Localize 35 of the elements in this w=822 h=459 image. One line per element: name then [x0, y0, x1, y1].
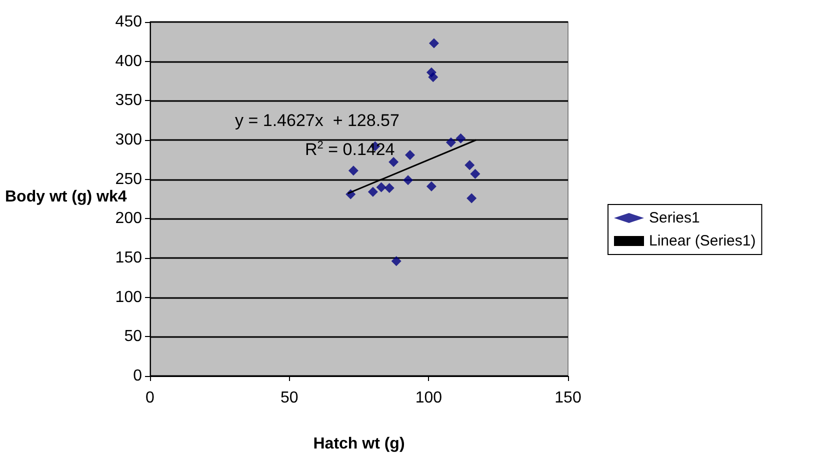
- y-tick-label: 250: [115, 170, 142, 188]
- point: [466, 193, 477, 204]
- legend-label: Linear (Series1): [649, 232, 756, 250]
- x-tick-label: 0: [146, 390, 155, 406]
- y-axis-title: Body wt (g) wk4: [5, 188, 127, 206]
- y-tick-label: 400: [115, 52, 142, 70]
- point: [470, 168, 480, 179]
- point: [384, 182, 394, 193]
- point: [464, 160, 475, 170]
- point: [368, 186, 378, 197]
- y-tick-label: 300: [115, 132, 142, 148]
- x-axis-title: Hatch wt (g): [313, 436, 405, 452]
- point: [426, 181, 436, 192]
- y-tick-label: 450: [115, 14, 142, 30]
- y-tick-label: 50: [124, 328, 142, 346]
- y-tick-label: 350: [115, 92, 142, 110]
- point: [446, 137, 456, 148]
- y-tick-label: 200: [115, 210, 142, 228]
- point: [348, 166, 358, 176]
- x-tick-label: 150: [554, 390, 582, 406]
- y-tick-label: 0: [133, 368, 142, 384]
- x-tick-label: 100: [415, 390, 442, 406]
- point: [428, 38, 439, 48]
- legend-label: Series1: [649, 210, 700, 226]
- x-tick-label: 50: [280, 390, 298, 406]
- point: [428, 72, 438, 82]
- annotation: y = 1.4627x + 128.57: [235, 111, 400, 130]
- point: [391, 256, 402, 266]
- point: [404, 150, 415, 160]
- point: [388, 157, 399, 168]
- point: [456, 133, 466, 144]
- point: [403, 175, 414, 186]
- y-tick-label: 150: [115, 250, 142, 266]
- y-tick-label: 100: [115, 288, 142, 306]
- point: [376, 182, 386, 192]
